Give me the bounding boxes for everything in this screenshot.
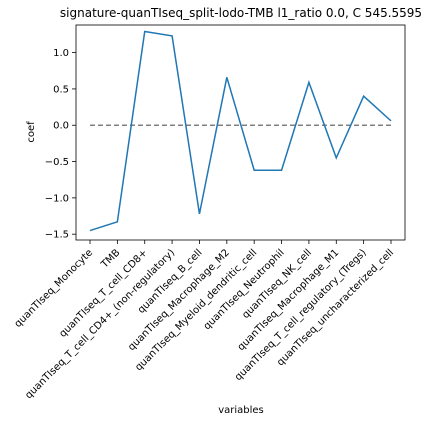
y-tick-label: −0.5 [45,157,69,168]
y-axis: −1.5 −1.0 −0.5 0.0 0.5 1.0 [45,48,76,241]
y-axis-label: coef [26,121,37,143]
series-line [89,30,392,232]
y-tick-label: 0.5 [53,84,69,95]
y-tick-label: 0.0 [53,121,69,132]
x-tick-label: quanTIseq_Macrophage_M2 [126,247,232,353]
x-axis: quanTIseq_Monocyte TMBquanTIseq_T_cell_CD… [13,240,396,401]
y-tick-label: −1.0 [45,193,69,204]
x-tick-label: TMB [99,247,123,271]
x-axis-label: variables [218,405,264,416]
y-tick-label: 1.0 [53,48,69,59]
chart-title: signature-quanTIseq_split-lodo-TMB l1_ra… [60,6,422,20]
x-tick-label: quanTIseq_Macrophage_M1 [236,247,342,353]
plot-area-frame [75,24,406,241]
y-tick-label: −1.5 [45,230,69,241]
